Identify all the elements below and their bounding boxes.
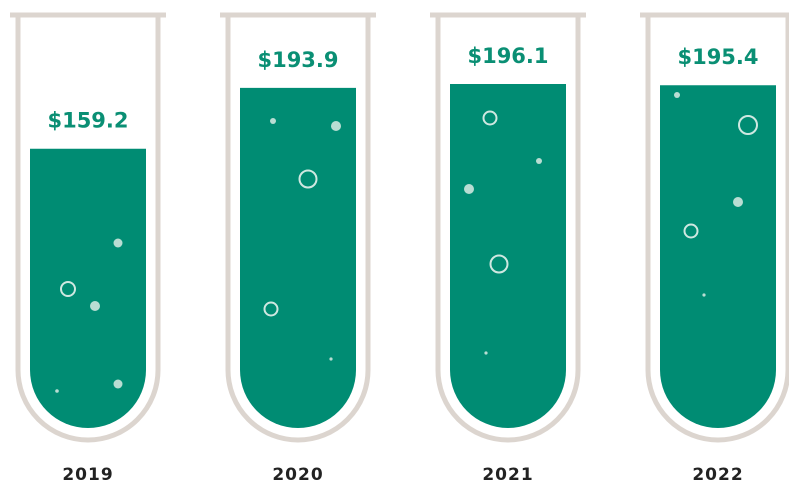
bubble (702, 293, 705, 296)
bubble (331, 121, 341, 131)
bubble (329, 357, 332, 360)
value-label: $159.2 (47, 109, 128, 133)
chart: $159.2 2019 $193.9 2020 $196.1 2021 $195.4 2022 (0, 0, 789, 486)
tube-fill (30, 149, 146, 428)
tube-fill (660, 85, 776, 428)
bubble (270, 118, 276, 124)
x-tick-label: 2021 (482, 465, 533, 485)
bubble (674, 92, 680, 98)
bubble (90, 301, 100, 311)
x-tick-label: 2019 (62, 465, 113, 485)
bubble (114, 239, 123, 248)
tube-fill (240, 88, 356, 428)
value-label: $196.1 (467, 44, 548, 68)
bubble (464, 184, 474, 194)
value-label: $193.9 (257, 48, 338, 72)
bubble (536, 158, 542, 164)
bubble (55, 389, 59, 393)
tube-fill (450, 84, 566, 428)
x-tick-label: 2020 (272, 465, 323, 485)
x-tick-label: 2022 (692, 465, 743, 485)
bubble (733, 197, 743, 207)
bubble (484, 351, 487, 354)
bubble (114, 380, 123, 389)
value-label: $195.4 (677, 45, 758, 69)
